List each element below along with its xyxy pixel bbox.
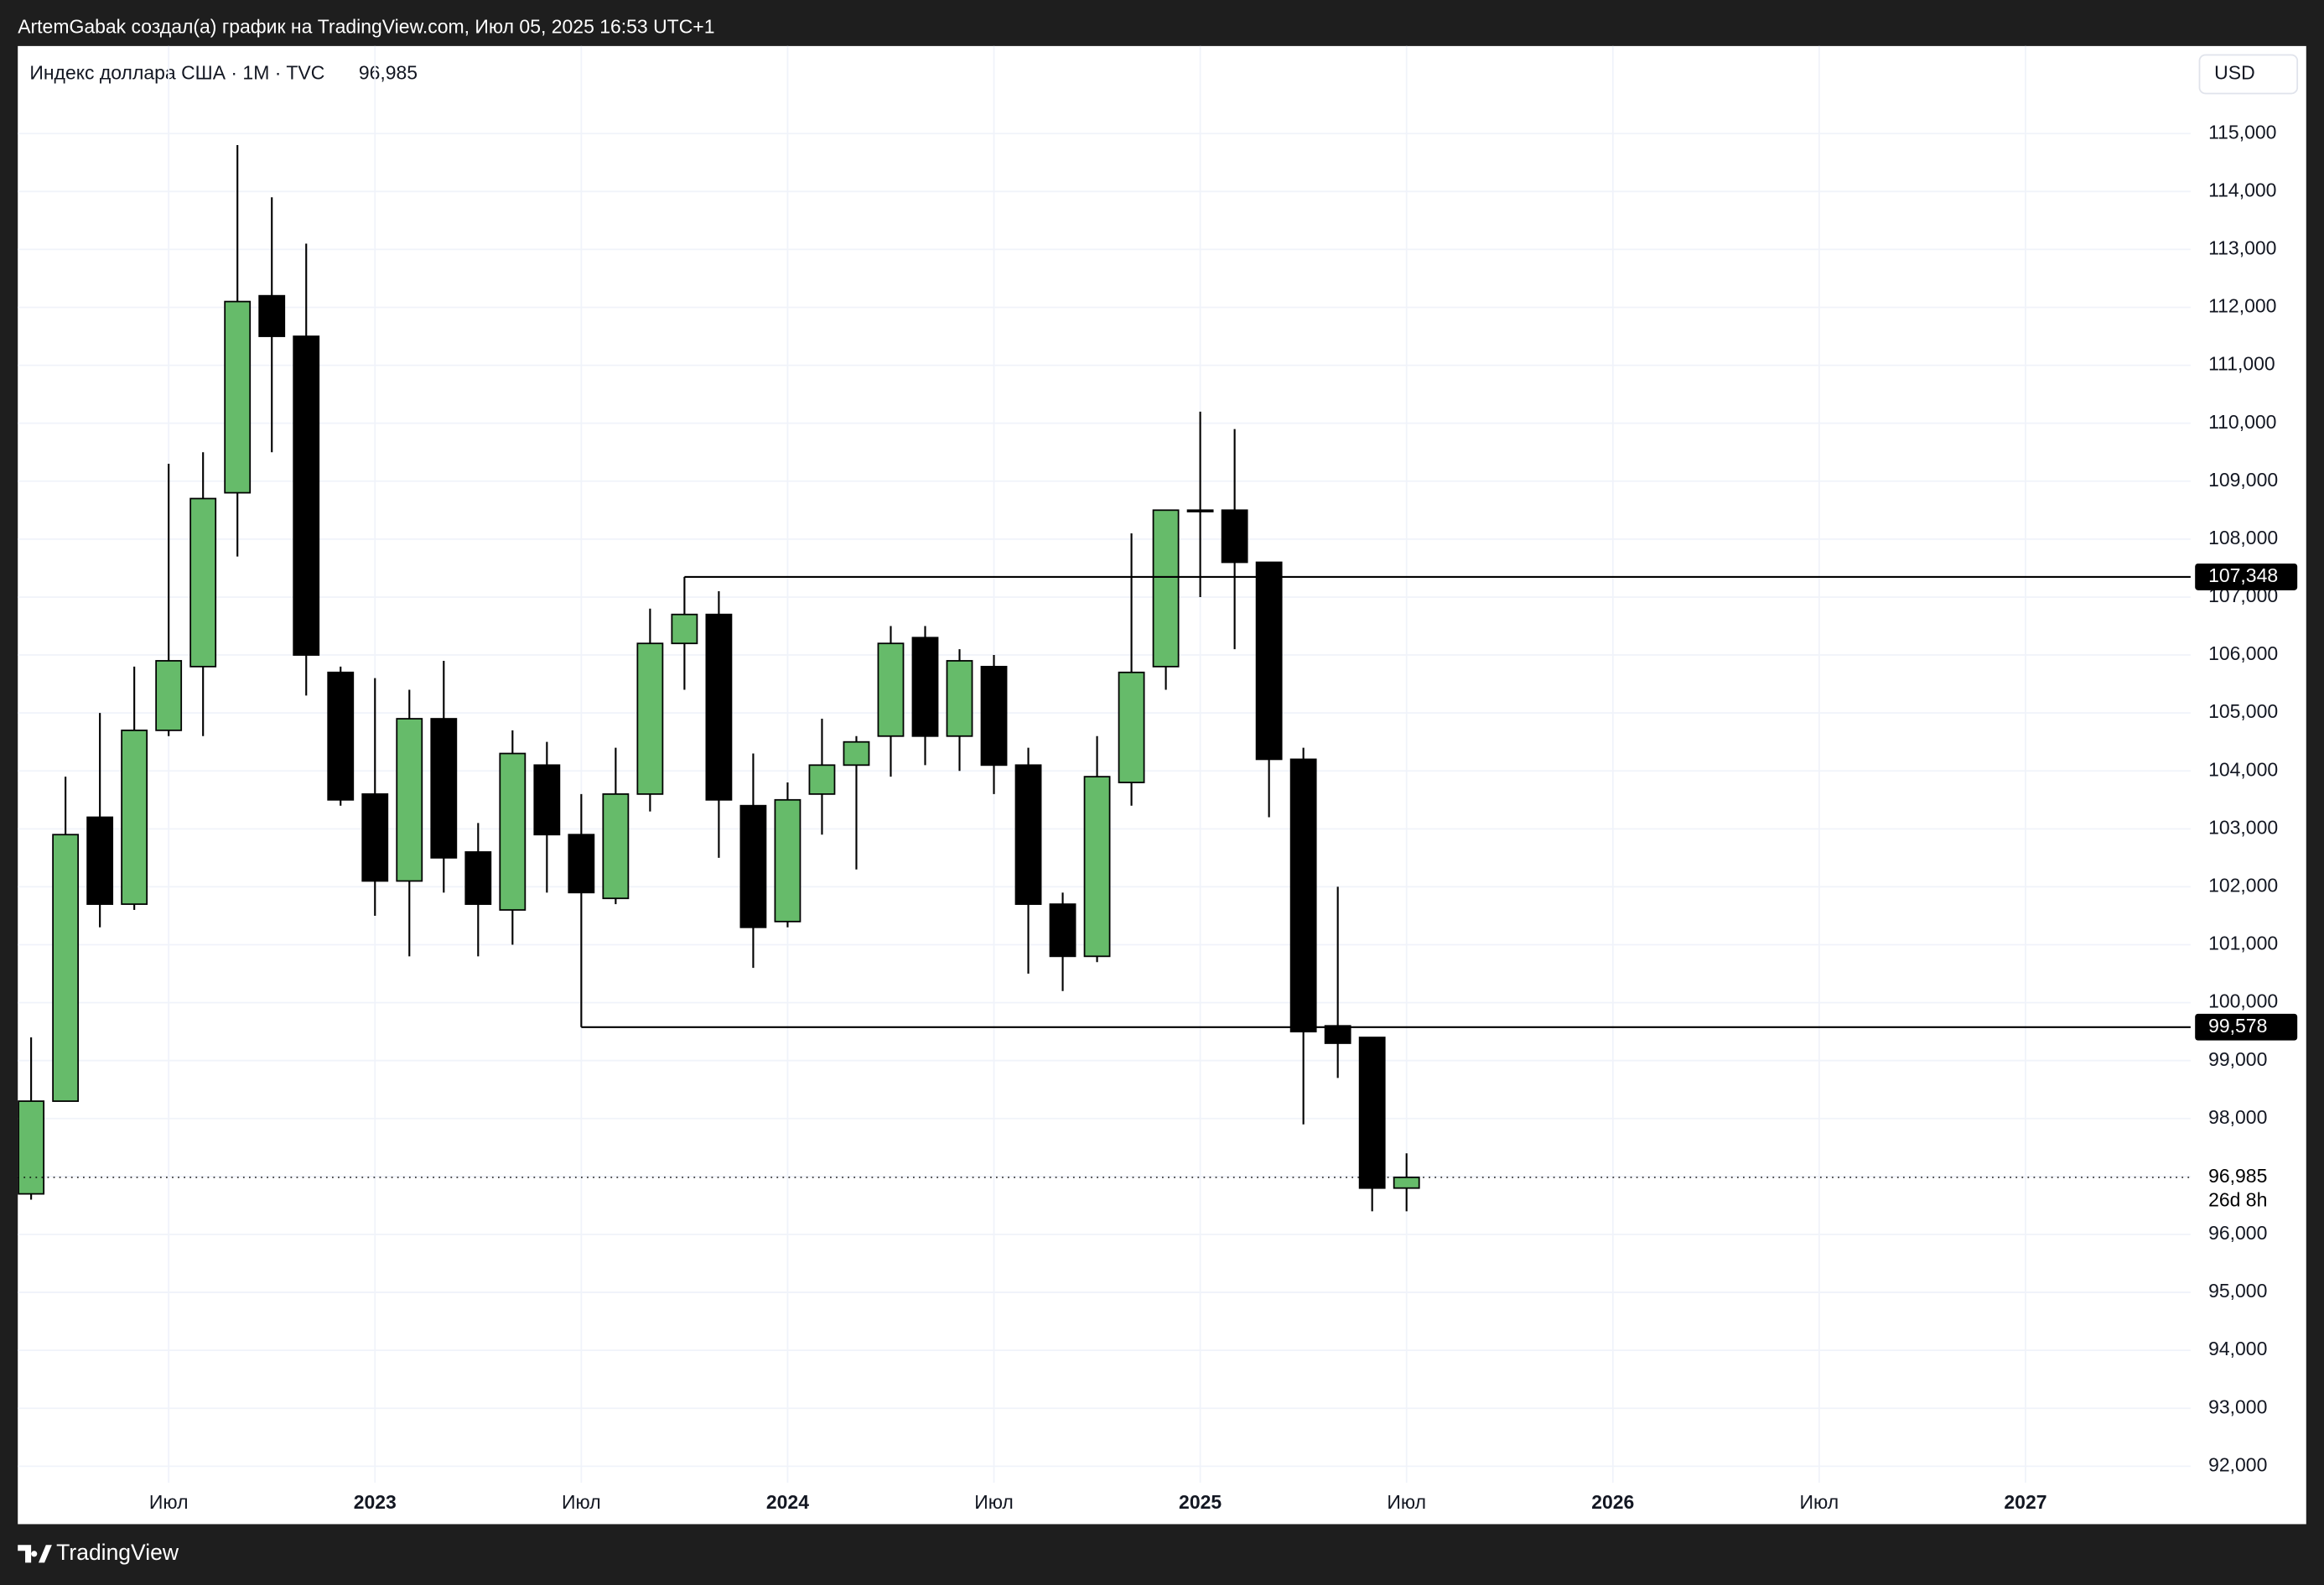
last-price-label: 96,985	[2208, 1165, 2267, 1187]
y-tick-label: 114,000	[2208, 179, 2276, 200]
footer-logo: TradingView	[18, 1540, 179, 1565]
x-tick-label: 2023	[354, 1491, 397, 1513]
y-tick-label: 93,000	[2208, 1395, 2267, 1417]
x-tick-label: Июл	[562, 1491, 601, 1513]
logo-icon	[18, 1545, 52, 1563]
x-tick-label: Июл	[974, 1491, 1014, 1513]
candle-body	[980, 665, 1008, 767]
candle-body	[602, 792, 630, 900]
y-tick-label: 96,000	[2208, 1222, 2267, 1244]
candle-body	[946, 660, 973, 737]
level-tag	[2195, 1013, 2298, 1041]
countdown: 26d 8h	[2208, 1188, 2267, 1210]
candle-body	[705, 613, 733, 801]
plot: 92,00093,00094,00095,00096,00097,00098,0…	[18, 45, 2298, 1513]
y-tick-label: 105,000	[2208, 700, 2278, 722]
candle-body	[1118, 671, 1145, 783]
legend-value: 96,985	[359, 62, 418, 84]
chart-area	[18, 45, 2306, 1525]
candle-body	[224, 300, 252, 494]
candle-body	[52, 834, 80, 1102]
candle-body	[155, 660, 183, 731]
candle-body	[327, 671, 355, 801]
y-tick-label: 111,000	[2208, 353, 2275, 375]
y-tick-label: 110,000	[2208, 411, 2276, 433]
x-tick-label: Июл	[1387, 1491, 1426, 1513]
candle-body	[499, 752, 527, 911]
candle-body	[636, 642, 664, 795]
y-tick-label: 92,000	[2208, 1453, 2267, 1475]
y-tick-label: 101,000	[2208, 933, 2278, 954]
candle-body	[808, 764, 836, 795]
logo-text: TradingView	[56, 1540, 179, 1565]
candle-body	[430, 718, 458, 859]
candle-body	[877, 642, 905, 737]
candle-body	[671, 613, 698, 645]
y-tick-label: 112,000	[2208, 295, 2276, 317]
candle-body	[121, 729, 148, 906]
y-tick-label: 94,000	[2208, 1338, 2267, 1359]
candle-body	[1186, 509, 1214, 512]
x-tick-label: Июл	[149, 1491, 189, 1513]
candle-body	[533, 764, 561, 836]
x-tick-label: 2027	[2004, 1491, 2046, 1513]
candle-body	[396, 718, 423, 882]
candle-body	[911, 637, 939, 737]
candle-body	[1049, 903, 1076, 958]
candle-body	[293, 335, 320, 656]
candle-body	[1221, 509, 1248, 564]
candle-body	[1324, 1025, 1351, 1044]
level-label: 107,348	[2208, 564, 2278, 586]
y-tick-label: 104,000	[2208, 758, 2278, 780]
candle-body	[1393, 1177, 1420, 1189]
candle-body	[774, 798, 801, 922]
candle-body	[189, 497, 217, 668]
x-tick-label: 2025	[1179, 1491, 1222, 1513]
currency-label[interactable]: USD	[2214, 62, 2255, 84]
y-tick-label: 113,000	[2208, 236, 2276, 258]
candle-body	[18, 1100, 45, 1195]
y-tick-label: 115,000	[2208, 121, 2276, 143]
y-tick-label: 100,000	[2208, 990, 2278, 1012]
y-tick-label: 98,000	[2208, 1106, 2267, 1128]
candle-body	[361, 792, 389, 882]
candle-body	[1255, 561, 1283, 761]
candle-body	[86, 816, 114, 906]
x-tick-label: Июл	[1800, 1491, 1839, 1513]
candle-body	[1289, 758, 1317, 1033]
x-tick-label: 2024	[766, 1491, 809, 1513]
y-tick-label: 109,000	[2208, 469, 2278, 491]
y-tick-label: 102,000	[2208, 874, 2278, 896]
candle-body	[1014, 764, 1042, 906]
y-tick-label: 108,000	[2208, 527, 2278, 548]
header: ArtemGabak создал(а) график на TradingVi…	[18, 16, 714, 38]
y-tick-label: 103,000	[2208, 816, 2278, 838]
legend-symbol: Индекс доллара США · 1M · TVC	[29, 62, 324, 84]
candle-body	[1152, 509, 1180, 668]
candle-body	[1083, 776, 1111, 958]
x-tick-label: 2026	[1591, 1491, 1634, 1513]
candle-body	[739, 804, 767, 928]
candle-body	[464, 851, 492, 906]
level-tag	[2195, 564, 2298, 590]
y-tick-label: 106,000	[2208, 642, 2278, 664]
level-label: 99,578	[2208, 1015, 2267, 1037]
candle-body	[568, 834, 595, 894]
candle-body	[258, 294, 286, 337]
y-tick-label: 95,000	[2208, 1280, 2267, 1302]
last-price-bg	[2195, 1164, 2298, 1212]
candle-body	[843, 741, 870, 767]
currency-button[interactable]	[2198, 54, 2299, 95]
y-tick-label: 99,000	[2208, 1048, 2267, 1070]
candle-body	[1358, 1037, 1386, 1189]
